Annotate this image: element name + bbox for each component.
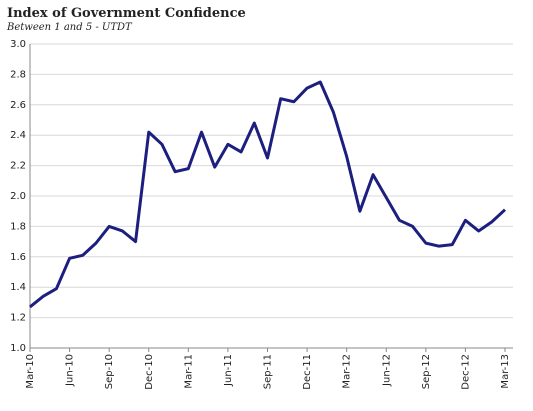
y-tick-label: 1.2 <box>10 313 26 324</box>
y-tick-label: 2.6 <box>10 100 26 111</box>
x-tick-label: Mar-10 <box>25 354 36 389</box>
x-tick-label: Sep-10 <box>104 354 115 389</box>
y-tick-label: 1.8 <box>10 221 26 232</box>
x-tick-label: Dec-10 <box>144 354 155 390</box>
y-tick-label: 2.8 <box>10 69 26 80</box>
y-tick-label: 2.2 <box>10 161 26 172</box>
x-tick-label: Dec-11 <box>302 354 313 390</box>
chart-subtitle: Between 1 and 5 - UTDT <box>6 22 133 33</box>
y-tick-label: 1.0 <box>10 343 26 354</box>
data-line <box>29 80 507 309</box>
x-tick-label: Mar-13 <box>500 354 511 389</box>
y-tick-label: 2.0 <box>10 191 26 202</box>
x-tick-label: Mar-12 <box>342 354 353 389</box>
x-tick-label: Mar-11 <box>183 354 194 389</box>
y-tick-label: 1.4 <box>10 282 26 293</box>
x-tick-label: Jun-12 <box>381 354 392 387</box>
x-tick-label: Sep-12 <box>421 354 432 389</box>
chart-title: Index of Government Confidence <box>7 6 246 21</box>
x-tick-label: Sep-11 <box>263 354 274 389</box>
x-tick-label: Jun-11 <box>223 354 234 387</box>
y-tick-label: 3.0 <box>10 39 26 50</box>
y-tick-label: 1.6 <box>10 252 26 263</box>
x-tick-label: Jun-10 <box>65 354 76 387</box>
x-tick-label: Dec-12 <box>460 354 471 390</box>
y-tick-label: 2.4 <box>10 130 26 141</box>
